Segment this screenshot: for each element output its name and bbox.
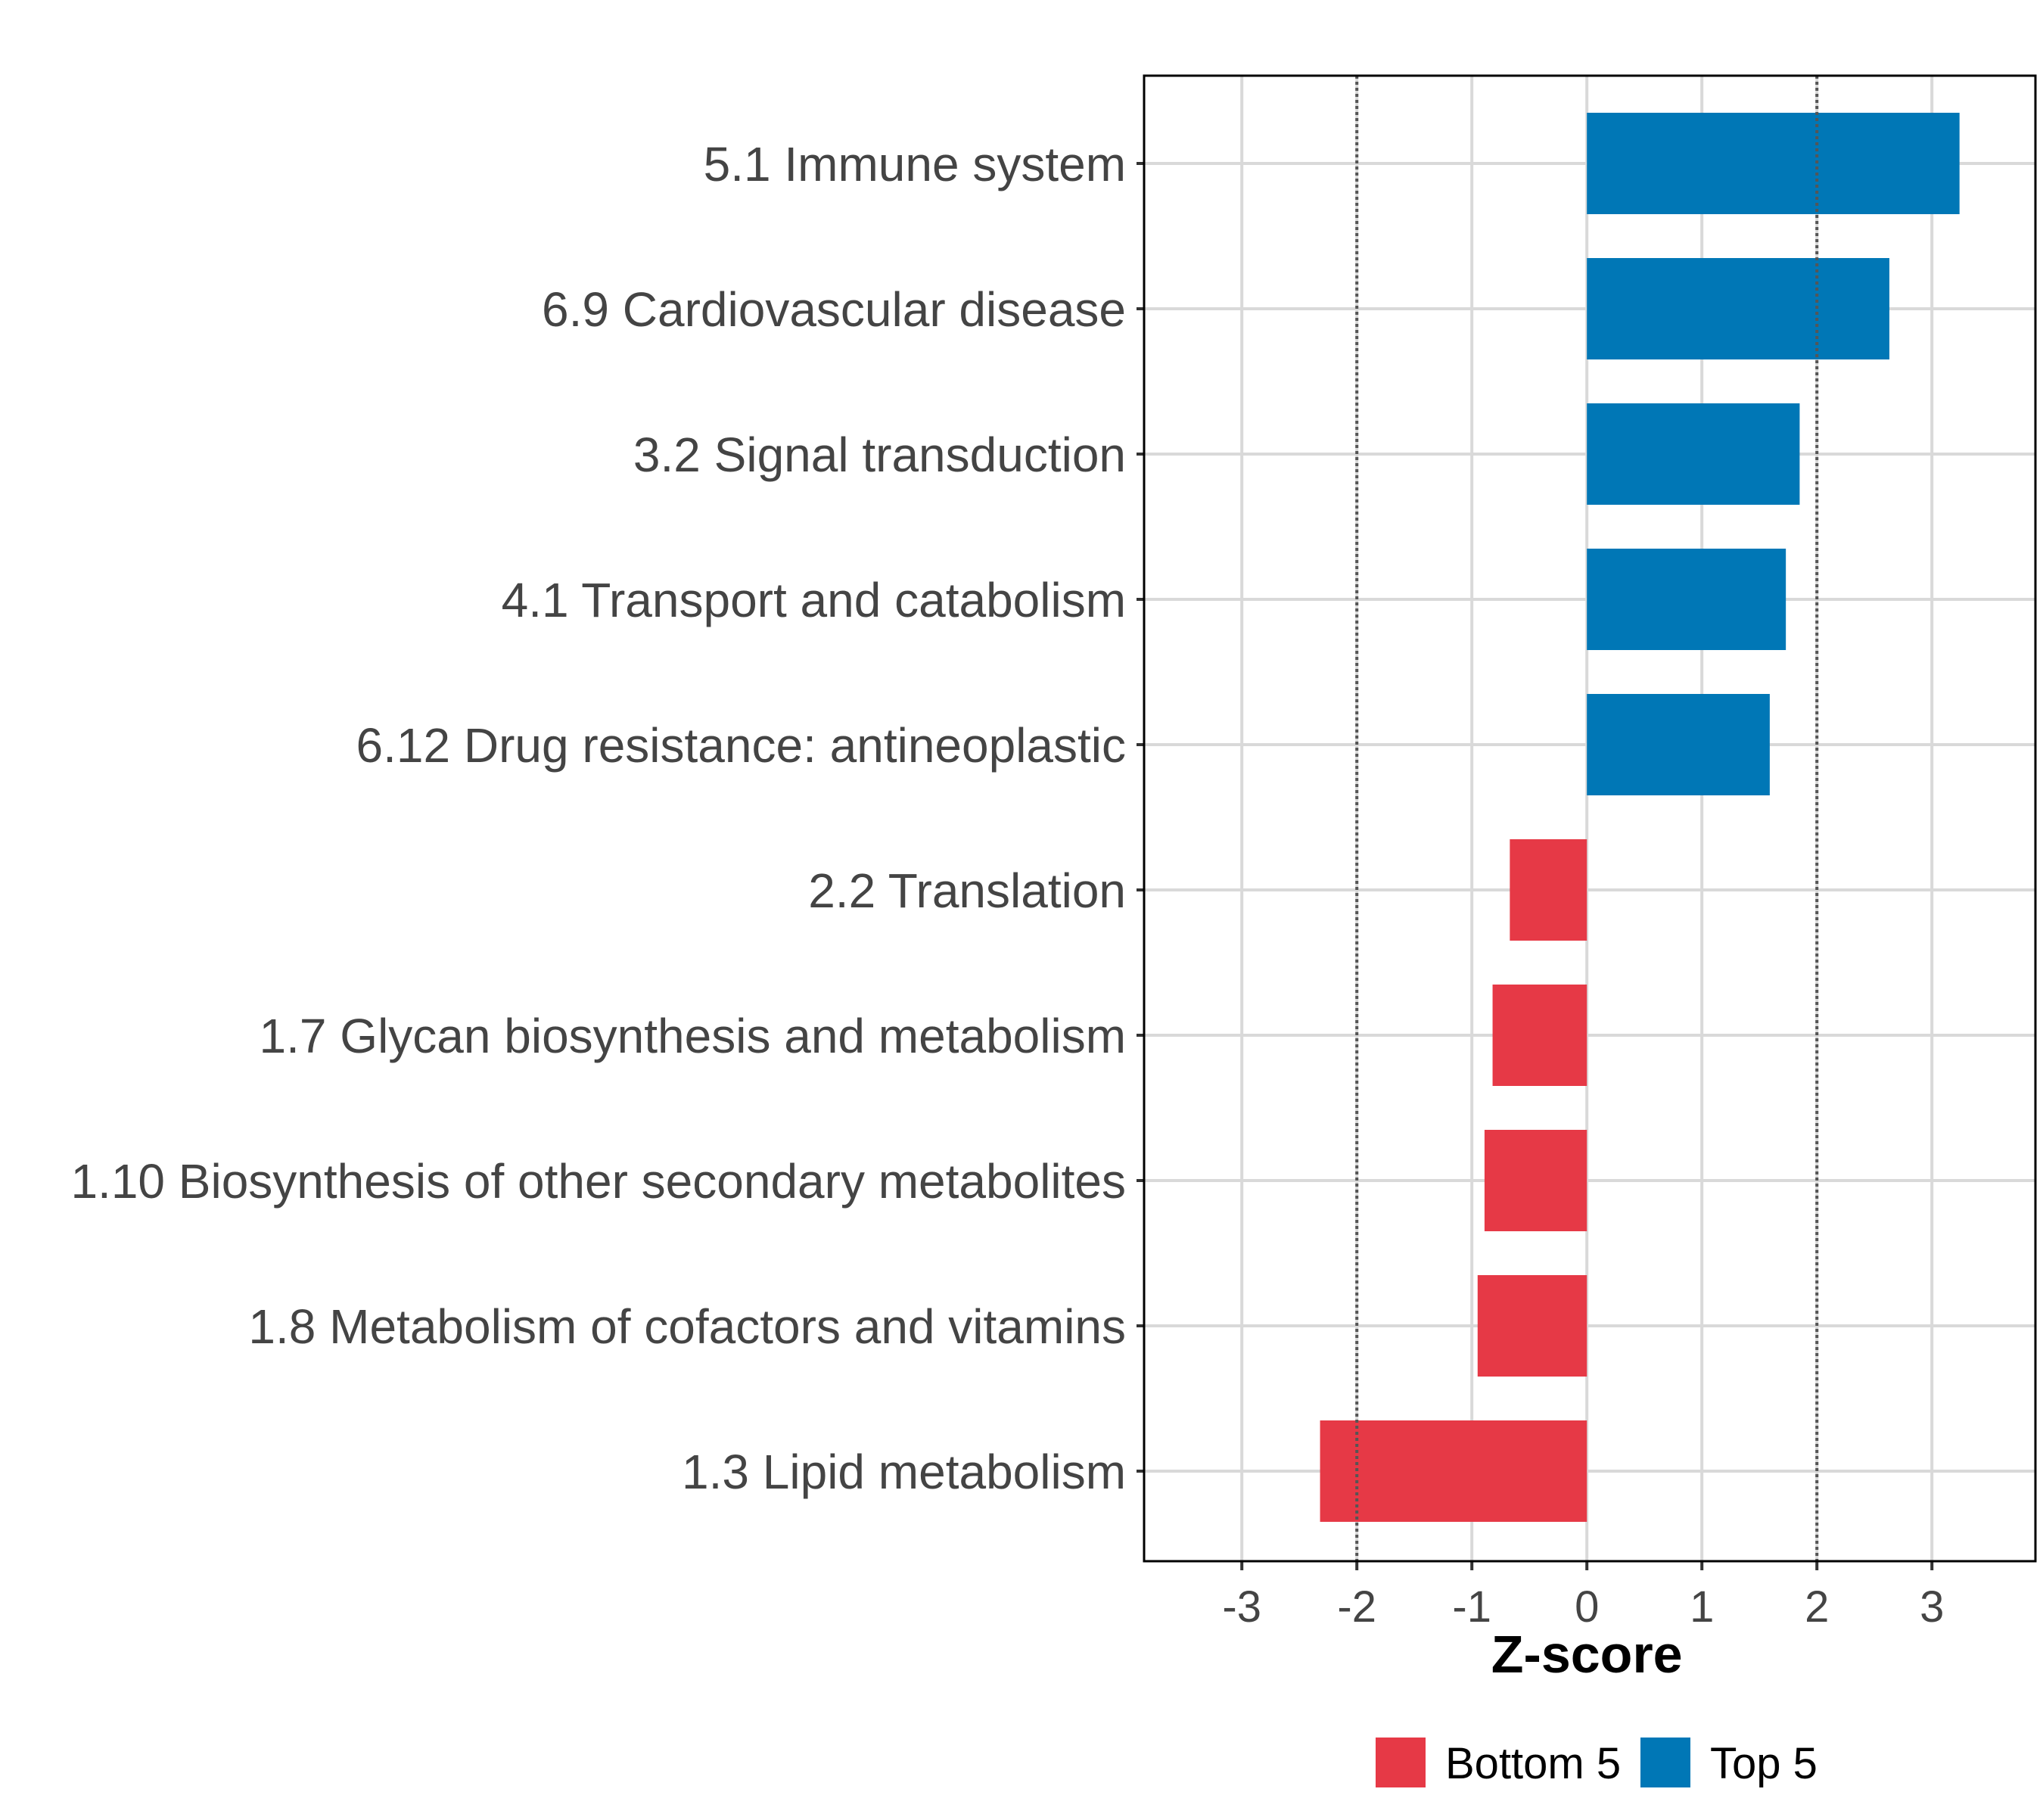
x-axis-title: Z-score (1491, 1625, 1683, 1684)
y-tick-label: 1.10 Biosynthesis of other secondary met… (70, 1154, 1126, 1209)
x-axis: -3 -2 -1 0 1 2 3 (1222, 1561, 1944, 1632)
bar (1320, 1420, 1587, 1522)
legend-swatch (1376, 1738, 1426, 1787)
bar (1477, 1275, 1587, 1377)
bar (1587, 403, 1800, 505)
x-tick-label: 3 (1920, 1582, 1944, 1632)
y-tick-label: 6.9 Cardiovascular disease (542, 282, 1126, 337)
y-tick-label: 1.3 Lipid metabolism (682, 1445, 1126, 1499)
legend-swatch (1640, 1738, 1690, 1787)
x-tick-label: -3 (1222, 1582, 1261, 1632)
x-tick-label: -2 (1337, 1582, 1376, 1632)
y-tick-label: 4.1 Transport and catabolism (502, 573, 1126, 627)
y-tick-label: 2.2 Translation (808, 863, 1126, 918)
bar (1587, 694, 1770, 795)
legend: Bottom 5 Top 5 (1376, 1738, 1818, 1788)
legend-label: Bottom 5 (1445, 1739, 1621, 1788)
y-axis: 5.1 Immune system 6.9 Cardiovascular dise… (70, 137, 1144, 1499)
x-tick-label: -1 (1452, 1582, 1491, 1632)
bar (1510, 839, 1587, 941)
y-tick-label: 1.8 Metabolism of cofactors and vitamins (248, 1299, 1126, 1354)
bar (1492, 985, 1587, 1086)
bar (1587, 113, 1960, 214)
bar (1587, 549, 1786, 650)
bar (1587, 258, 1889, 359)
x-tick-label: 2 (1805, 1582, 1829, 1632)
x-tick-label: 1 (1690, 1582, 1714, 1632)
y-tick-label: 5.1 Immune system (704, 137, 1126, 191)
bars (1320, 113, 1960, 1522)
bar (1484, 1130, 1587, 1231)
panel-border (1143, 74, 2037, 1563)
x-tick-label: 0 (1575, 1582, 1599, 1632)
y-tick-label: 6.12 Drug resistance: antineoplastic (356, 718, 1126, 773)
y-tick-label: 3.2 Signal transduction (633, 428, 1126, 482)
reference-lines (1355, 76, 1819, 1561)
y-tick-label: 1.7 Glycan biosynthesis and metabolism (260, 1009, 1126, 1063)
legend-label: Top 5 (1710, 1739, 1818, 1788)
